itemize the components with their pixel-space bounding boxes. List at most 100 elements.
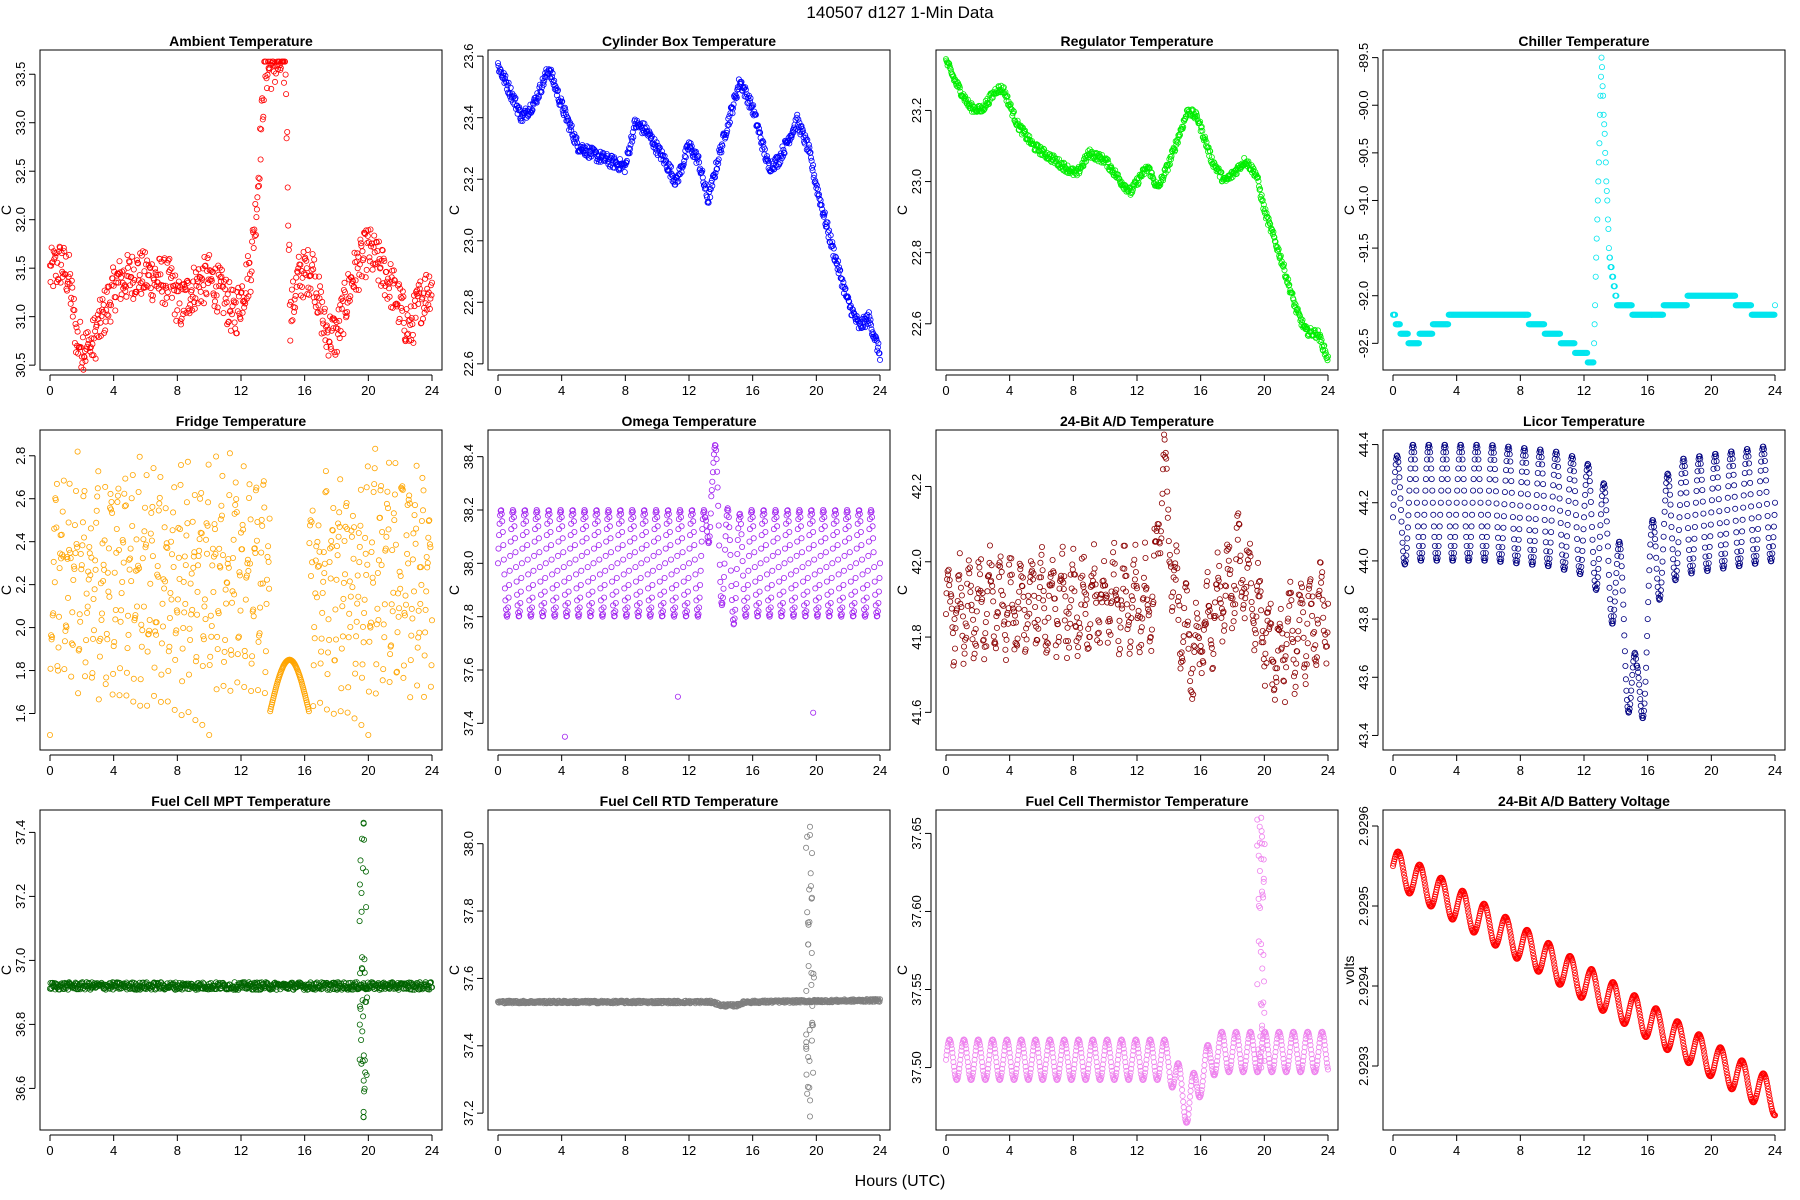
data-point [410,530,417,537]
data-point [84,329,91,336]
data-point [574,597,581,604]
data-point [185,307,192,314]
data-point [545,66,552,73]
data-point [585,578,592,585]
data-point [567,124,574,131]
y-tick-label: 38.4 [461,444,476,469]
data-point [729,104,736,111]
data-point [285,222,292,229]
data-point [368,539,375,546]
data-point [297,292,304,299]
data-point [158,288,165,295]
data-point [385,285,392,292]
data-point [668,571,675,578]
x-tick-label: 16 [297,763,311,778]
data-point [1279,262,1286,269]
data-point [945,566,952,573]
data-point [61,666,68,673]
data-point [317,308,324,315]
data-point [1285,276,1292,283]
data-point [788,597,795,604]
data-point [202,616,209,623]
data-point [363,227,370,234]
data-point [1429,330,1436,337]
data-point [360,255,367,262]
data-point [324,671,331,678]
data-point [220,310,227,317]
data-point [409,331,416,338]
data-point [523,529,530,536]
data-point [301,270,308,277]
data-point [232,501,239,508]
data-point [330,504,337,511]
data-point [695,153,702,160]
data-point [799,564,806,571]
data-point [123,692,130,699]
data-point [202,536,209,543]
data-point [1598,73,1605,80]
y-tick-label: 32.0 [13,207,28,232]
data-point [1198,123,1205,130]
data-point [378,257,385,264]
data-point [119,579,126,586]
data-point [1014,117,1021,124]
data-point [643,529,650,536]
data-point [738,531,745,538]
data-point [260,97,267,104]
data-point [206,662,213,669]
data-point [1003,636,1010,643]
data-point [653,139,660,146]
data-point [960,660,967,667]
data-point [77,618,84,625]
data-point [979,102,986,109]
data-point [182,600,189,607]
data-point [300,294,307,301]
data-point [352,670,359,677]
data-point [757,560,764,567]
data-point [156,494,163,501]
data-point [675,178,682,185]
data-point [64,287,71,294]
data-point [535,535,542,542]
data-point [596,556,603,563]
data-point [981,656,988,663]
data-point [107,299,114,306]
data-point [407,694,414,701]
data-point [408,315,415,322]
data-point [658,148,665,155]
data-point [361,610,368,617]
data-point [409,556,416,563]
data-point [75,350,82,357]
data-point [176,526,183,533]
data-point [404,550,411,557]
data-point [138,290,145,297]
data-point [362,274,369,281]
data-point [95,696,102,703]
data-point [717,578,724,585]
data-point [96,653,103,660]
data-point [321,305,328,312]
x-tick-label: 8 [1517,383,1524,398]
data-point [982,630,989,637]
data-point [311,256,318,263]
data-point [608,564,615,571]
data-point [1088,149,1095,156]
data-point [1129,189,1136,196]
data-point [347,293,354,300]
data-point [373,238,380,245]
data-point [712,169,719,176]
data-point [830,245,837,252]
data-point [614,560,621,567]
data-point [724,127,731,134]
data-point [348,274,355,281]
data-point [682,154,689,161]
data-point [419,294,426,301]
data-point [680,564,687,571]
data-point [761,510,768,517]
data-point [530,582,537,589]
data-point [342,309,349,316]
data-point [349,278,356,285]
data-point [537,578,544,585]
data-point [128,495,135,502]
data-point [161,585,168,592]
